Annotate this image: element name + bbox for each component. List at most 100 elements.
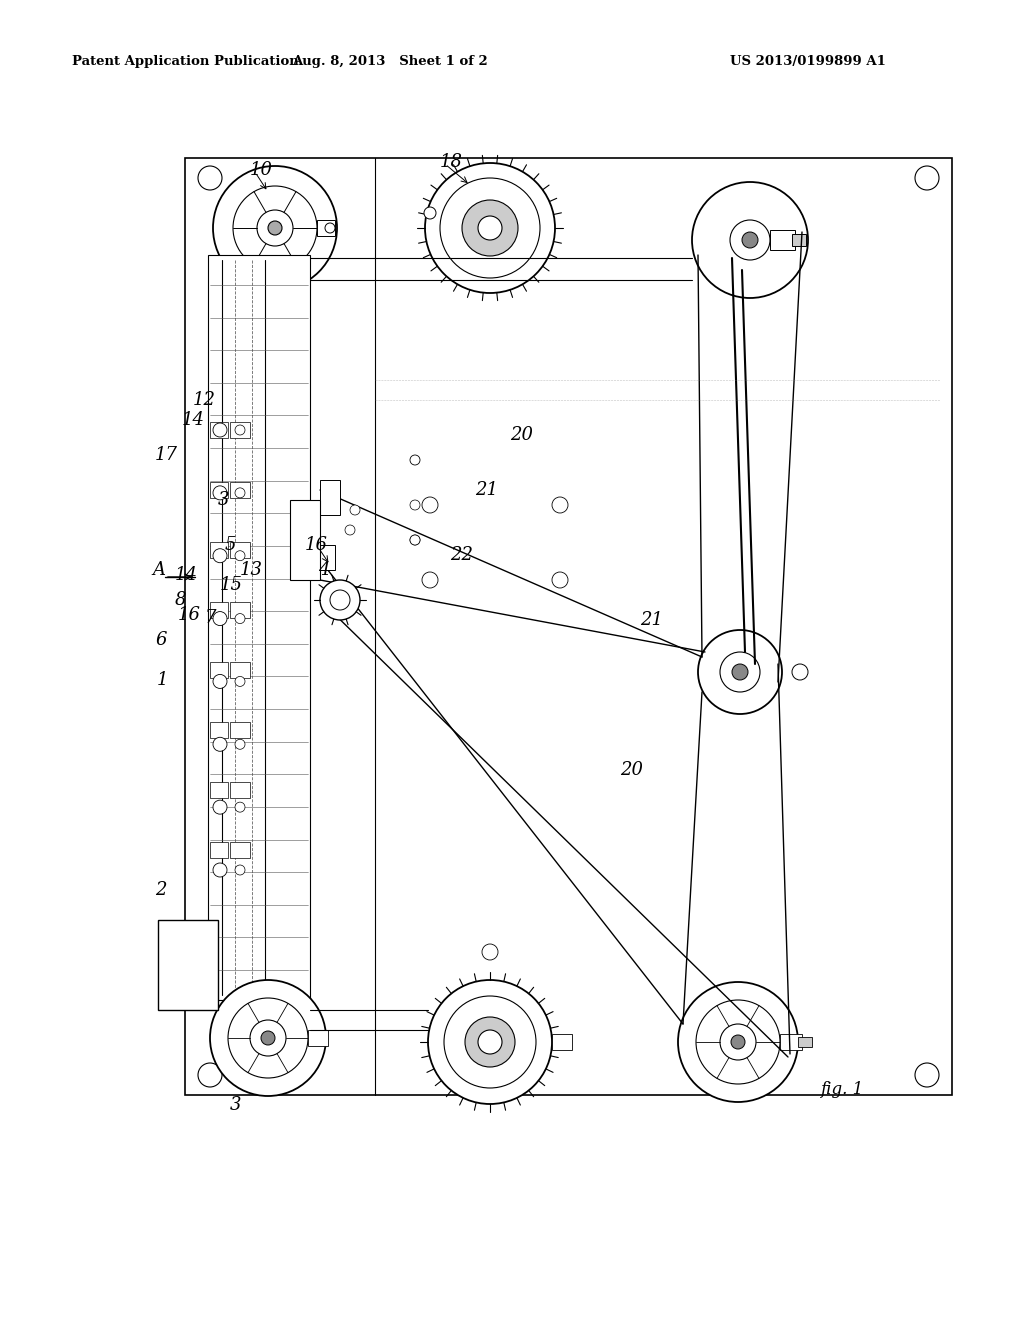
Circle shape	[325, 223, 335, 234]
Text: 22: 22	[450, 546, 473, 564]
Circle shape	[552, 498, 568, 513]
Circle shape	[742, 232, 758, 248]
Text: fig. 1: fig. 1	[820, 1081, 863, 1098]
Text: Patent Application Publication: Patent Application Publication	[72, 55, 299, 69]
Circle shape	[198, 166, 222, 190]
Text: 12: 12	[193, 391, 216, 409]
Circle shape	[678, 982, 798, 1102]
Circle shape	[234, 739, 245, 750]
Text: 18: 18	[440, 153, 463, 172]
Text: 14: 14	[175, 566, 198, 583]
Text: 16: 16	[305, 536, 328, 554]
Circle shape	[410, 535, 420, 545]
Circle shape	[410, 455, 420, 465]
Bar	[230, 722, 250, 738]
Bar	[208, 255, 310, 1001]
Bar	[203, 964, 218, 972]
Circle shape	[462, 201, 518, 256]
Circle shape	[345, 525, 355, 535]
Circle shape	[234, 614, 245, 623]
Bar	[210, 722, 228, 738]
Text: 3: 3	[230, 1096, 242, 1114]
Circle shape	[350, 506, 360, 515]
Circle shape	[444, 997, 536, 1088]
Circle shape	[179, 969, 197, 987]
Bar	[203, 942, 218, 950]
Bar	[210, 663, 228, 678]
Bar	[203, 997, 218, 1005]
Text: 16: 16	[178, 606, 201, 624]
Text: 2: 2	[155, 880, 167, 899]
Bar	[792, 234, 806, 246]
Text: Aug. 8, 2013   Sheet 1 of 2: Aug. 8, 2013 Sheet 1 of 2	[292, 55, 487, 69]
Circle shape	[410, 535, 420, 545]
Circle shape	[482, 944, 498, 960]
Circle shape	[428, 979, 552, 1104]
Text: 10: 10	[250, 161, 273, 180]
Bar	[210, 422, 228, 438]
Text: 3: 3	[218, 491, 229, 510]
Text: 13: 13	[240, 561, 263, 579]
Circle shape	[198, 1063, 222, 1086]
Bar	[210, 543, 228, 558]
Circle shape	[213, 800, 227, 814]
Text: 8: 8	[175, 591, 186, 609]
Bar	[317, 220, 335, 236]
Circle shape	[250, 1020, 286, 1056]
Circle shape	[478, 1030, 502, 1053]
Circle shape	[179, 937, 197, 954]
Circle shape	[179, 991, 197, 1008]
Text: US 2013/0199899 A1: US 2013/0199899 A1	[730, 55, 886, 69]
Bar	[230, 781, 250, 799]
Bar	[552, 1034, 572, 1049]
Bar	[230, 482, 250, 498]
Circle shape	[179, 958, 197, 977]
Bar	[210, 781, 228, 799]
Circle shape	[465, 1016, 515, 1067]
Circle shape	[692, 182, 808, 298]
Circle shape	[330, 590, 350, 610]
Circle shape	[213, 486, 227, 500]
Circle shape	[732, 664, 748, 680]
Circle shape	[698, 630, 782, 714]
Bar	[210, 842, 228, 858]
Circle shape	[213, 738, 227, 751]
Bar	[308, 1030, 328, 1045]
Circle shape	[478, 216, 502, 240]
Circle shape	[234, 550, 245, 561]
Circle shape	[261, 1031, 275, 1045]
Circle shape	[730, 220, 770, 260]
Circle shape	[228, 998, 308, 1078]
Bar	[319, 480, 340, 515]
Circle shape	[213, 422, 227, 437]
Circle shape	[410, 500, 420, 510]
Bar	[203, 953, 218, 961]
Bar	[230, 842, 250, 858]
Bar	[230, 422, 250, 438]
Bar	[158, 920, 218, 1010]
Circle shape	[915, 166, 939, 190]
Bar	[203, 931, 218, 939]
Circle shape	[213, 675, 227, 689]
Circle shape	[720, 652, 760, 692]
Text: 20: 20	[510, 426, 534, 444]
Bar	[770, 230, 795, 249]
Bar	[210, 482, 228, 498]
Bar	[798, 1038, 812, 1047]
Bar	[230, 663, 250, 678]
Text: 6: 6	[155, 631, 167, 649]
Circle shape	[234, 803, 245, 812]
Bar	[203, 985, 218, 993]
Circle shape	[234, 425, 245, 436]
Text: 4: 4	[318, 561, 330, 579]
Circle shape	[213, 549, 227, 562]
Circle shape	[696, 1001, 780, 1084]
Text: 15: 15	[220, 576, 243, 594]
Circle shape	[731, 1035, 745, 1049]
Text: 21: 21	[640, 611, 663, 630]
Circle shape	[234, 865, 245, 875]
Bar	[185, 158, 952, 1096]
Circle shape	[233, 186, 317, 271]
Circle shape	[213, 611, 227, 626]
Text: 20: 20	[620, 762, 643, 779]
